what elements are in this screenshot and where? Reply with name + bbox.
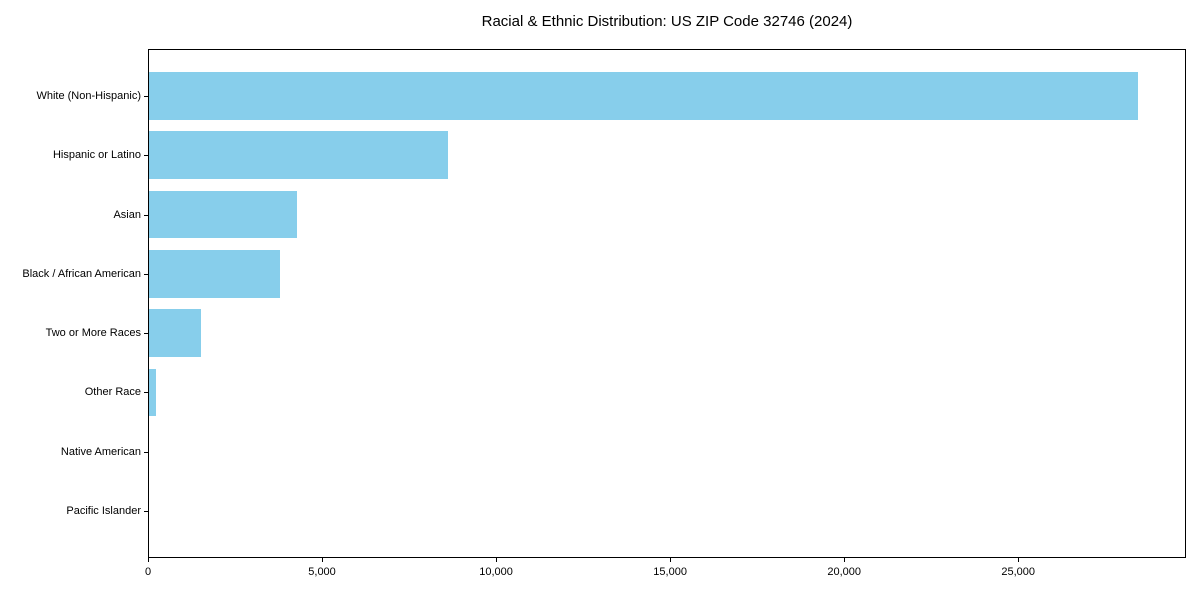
x-axis-tick-label: 5,000 [308, 566, 336, 578]
y-axis-tick-mark [144, 96, 148, 97]
y-axis-tick-mark [144, 452, 148, 453]
x-axis-tick-mark [148, 558, 149, 562]
y-axis-label: Other Race [84, 386, 141, 399]
chart-title: Racial & Ethnic Distribution: US ZIP Cod… [481, 13, 853, 30]
bar [149, 250, 280, 298]
y-axis-tick-mark [144, 215, 148, 216]
y-axis-tick-mark [144, 333, 148, 334]
y-axis-label: Black / African American [22, 267, 141, 280]
x-axis-tick-mark [496, 558, 497, 562]
x-axis-tick-label: 20,000 [827, 566, 861, 578]
y-axis-tick-mark [144, 392, 148, 393]
y-axis-label: Two or More Races [45, 327, 141, 340]
x-axis-tick-label: 0 [144, 566, 152, 578]
bar [149, 190, 297, 239]
y-axis-tick-mark [144, 155, 148, 156]
x-axis-tick-label: 10,000 [479, 566, 513, 578]
y-axis-tick-mark [144, 274, 148, 275]
y-axis-label: Native American [60, 445, 141, 458]
x-axis-tick-mark [1018, 558, 1019, 562]
y-axis-label: Hispanic or Latino [52, 149, 141, 162]
plot-area [148, 49, 1186, 558]
x-axis-tick-mark [844, 558, 845, 562]
x-axis-tick-mark [670, 558, 671, 562]
bar [149, 368, 156, 417]
y-axis-label: White (Non-Hispanic) [36, 89, 141, 102]
y-axis-tick-mark [144, 511, 148, 512]
x-axis-tick-mark [322, 558, 323, 562]
bar [149, 309, 202, 357]
x-axis-tick-label: 25,000 [1001, 566, 1036, 578]
y-axis-label: Asian [113, 208, 141, 221]
bar [149, 131, 449, 179]
x-axis-tick-label: 15,000 [653, 566, 687, 578]
bar [149, 72, 1138, 120]
y-axis-label: Pacific Islander [66, 505, 141, 518]
